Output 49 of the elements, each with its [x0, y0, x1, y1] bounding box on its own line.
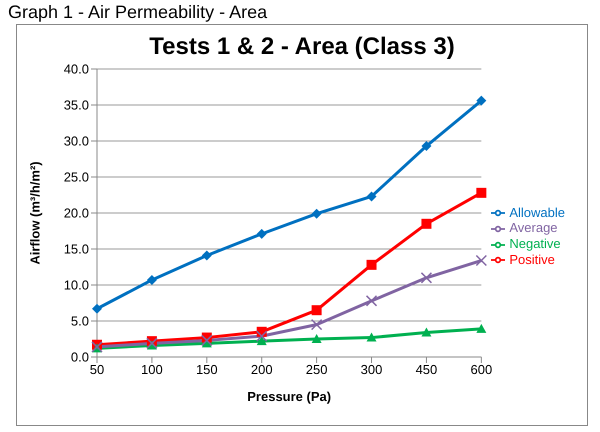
- point: [201, 334, 213, 346]
- point: [421, 218, 432, 229]
- point: [312, 334, 322, 343]
- x-tick-label: 250: [306, 362, 328, 378]
- point: [366, 191, 377, 202]
- point: [312, 305, 322, 316]
- point: [256, 228, 267, 239]
- y-tick-label: 5.0: [70, 314, 89, 329]
- point: [476, 254, 488, 266]
- y-tick-label: 0.0: [70, 350, 89, 365]
- legend-label: Positive: [509, 252, 555, 267]
- y-tick-label: 15.0: [64, 242, 89, 257]
- point: [92, 304, 102, 314]
- y-tick-label: 30.0: [64, 134, 89, 149]
- point: [366, 295, 378, 307]
- x-tick-label: 50: [90, 362, 104, 378]
- point: [256, 336, 267, 346]
- point: [366, 332, 377, 342]
- x-tick-label: 600: [470, 362, 492, 378]
- point: [146, 274, 157, 285]
- point: [421, 141, 432, 152]
- y-tick-label: 10.0: [64, 278, 89, 293]
- point: [366, 260, 377, 270]
- y-tick-label: 20.0: [64, 206, 89, 221]
- x-tick-label: 100: [141, 362, 163, 378]
- legend-label: Negative: [509, 236, 561, 251]
- point: [310, 318, 322, 330]
- x-axis-title: Pressure (Pa): [247, 389, 332, 404]
- legend-label: Allowable: [509, 204, 565, 220]
- legend-label: Average: [509, 220, 558, 236]
- point: [420, 272, 432, 284]
- point: [312, 208, 322, 219]
- x-tick-label: 150: [196, 362, 218, 378]
- chart-title: Tests 1 & 2 - Area (Class 3): [148, 33, 456, 61]
- y-tick-label: 25.0: [64, 170, 89, 185]
- x-tick-label: 450: [416, 362, 438, 378]
- caption: Graph 1 - Air Permeability - Area: [8, 2, 268, 23]
- point: [202, 250, 212, 260]
- point: [476, 96, 486, 106]
- x-tick-label: 200: [250, 362, 273, 378]
- y-tick-label: 40.0: [64, 62, 89, 77]
- y-axis-title: Airflow (m³/h/m²): [28, 161, 43, 265]
- point: [476, 324, 486, 333]
- point: [421, 328, 432, 337]
- y-tick-label: 35.0: [64, 98, 89, 113]
- x-tick-label: 300: [360, 362, 382, 378]
- point: [476, 188, 486, 198]
- point: [256, 330, 268, 342]
- point: [146, 338, 158, 350]
